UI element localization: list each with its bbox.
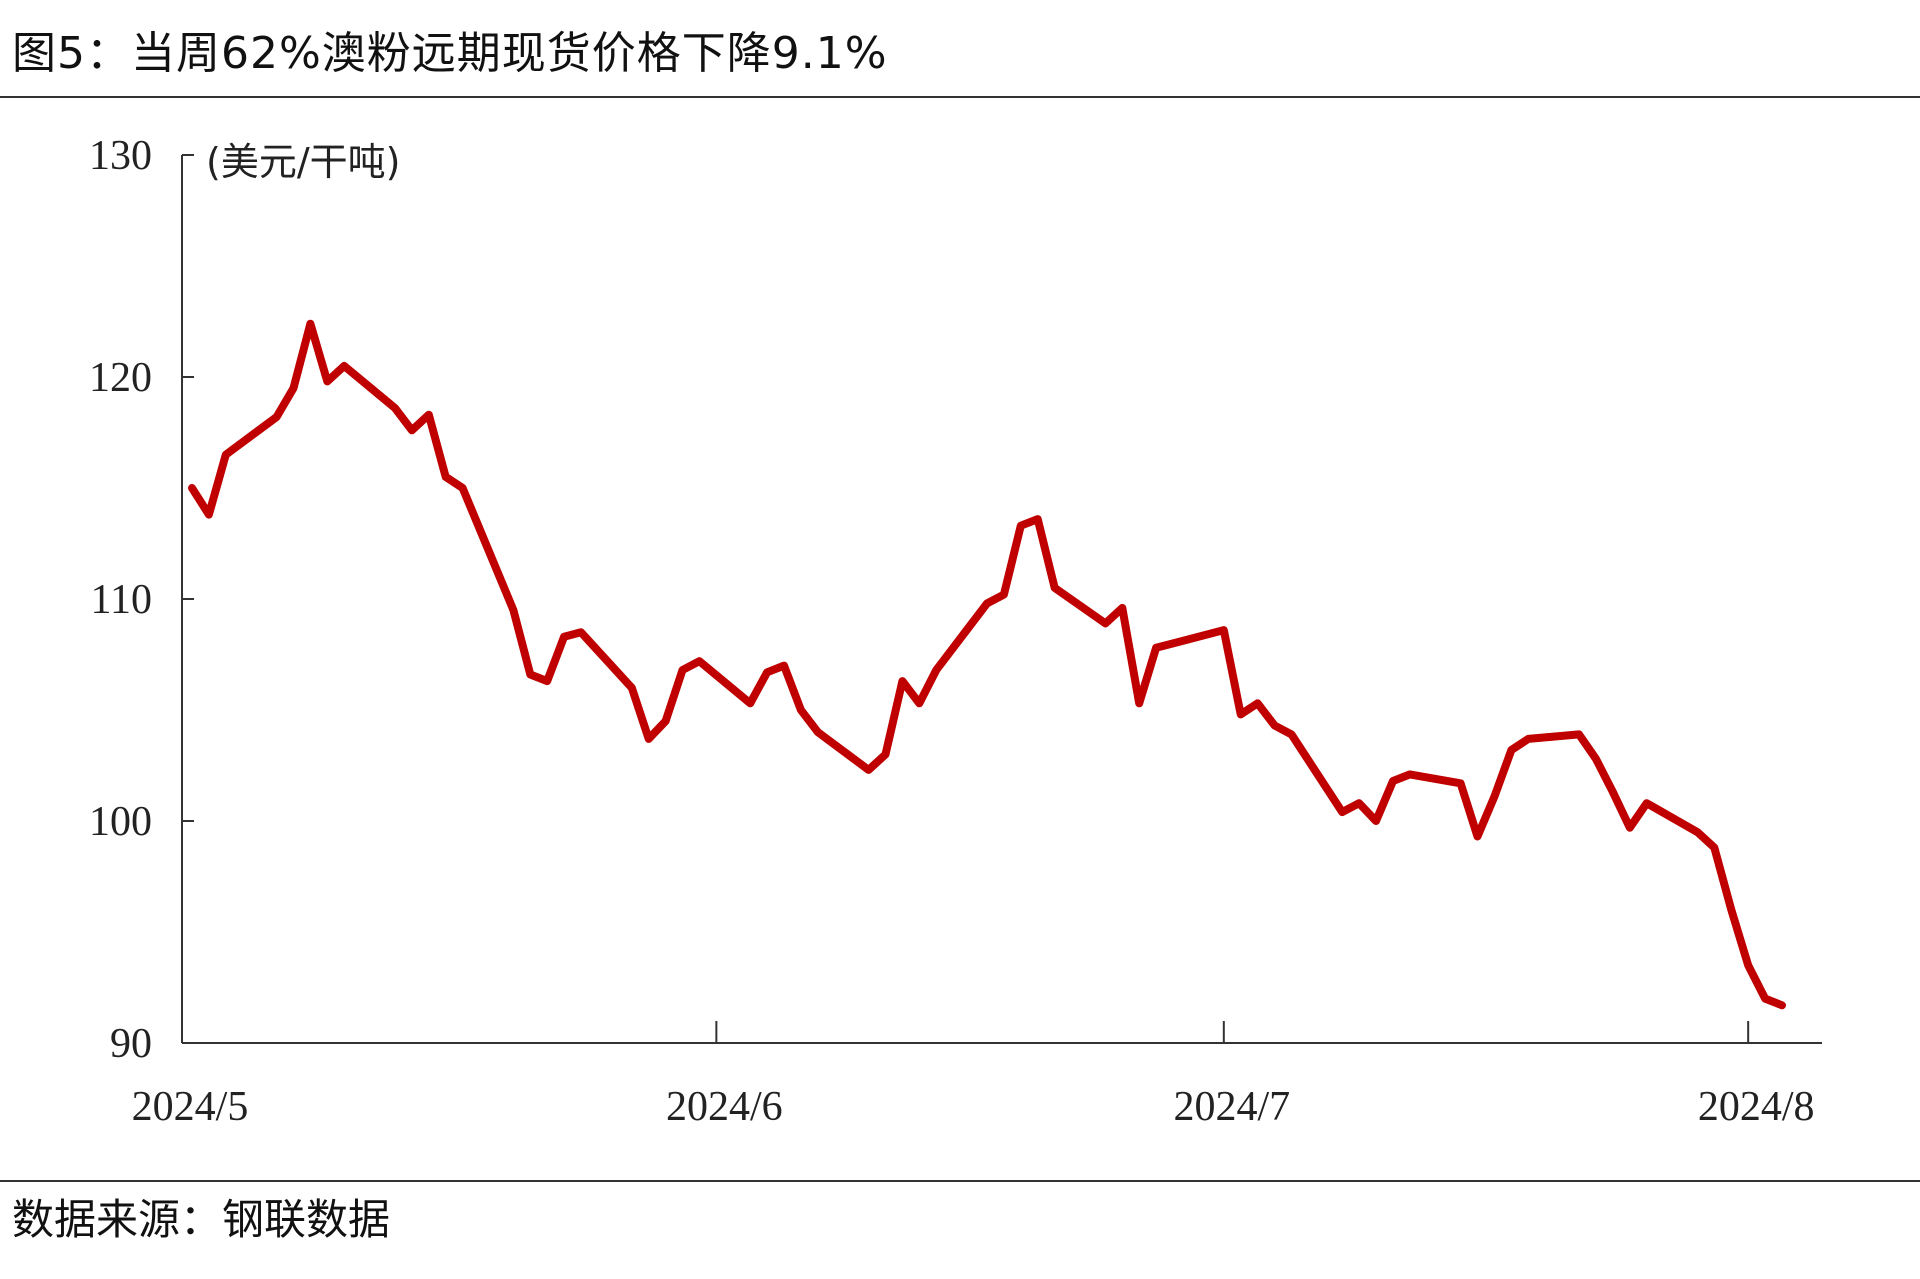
x-ticks: 2024/5 2024/6 2024/7 2024/8 xyxy=(132,1021,1815,1130)
y-ticks: 90 100 110 120 130 xyxy=(89,133,194,1067)
y-tick-label: 100 xyxy=(89,799,152,845)
y-tick-label: 110 xyxy=(91,577,152,623)
x-tick-label: 2024/5 xyxy=(132,1084,249,1130)
x-tick-label: 2024/6 xyxy=(666,1084,783,1130)
footer-divider xyxy=(0,1180,1920,1182)
chart-title: 图5：当周62%澳粉远期现货价格下降9.1% xyxy=(12,28,888,79)
y-unit-label: (美元/干吨) xyxy=(206,140,400,184)
y-tick-label: 120 xyxy=(89,355,152,401)
y-tick-label: 130 xyxy=(89,133,152,179)
series-line xyxy=(188,319,1786,1010)
y-tick-label: 90 xyxy=(110,1021,152,1067)
title-divider xyxy=(0,96,1920,98)
x-tick-label: 2024/8 xyxy=(1698,1084,1815,1130)
x-tick-label: 2024/7 xyxy=(1173,1084,1290,1130)
data-source: 数据来源：钢联数据 xyxy=(12,1195,391,1244)
